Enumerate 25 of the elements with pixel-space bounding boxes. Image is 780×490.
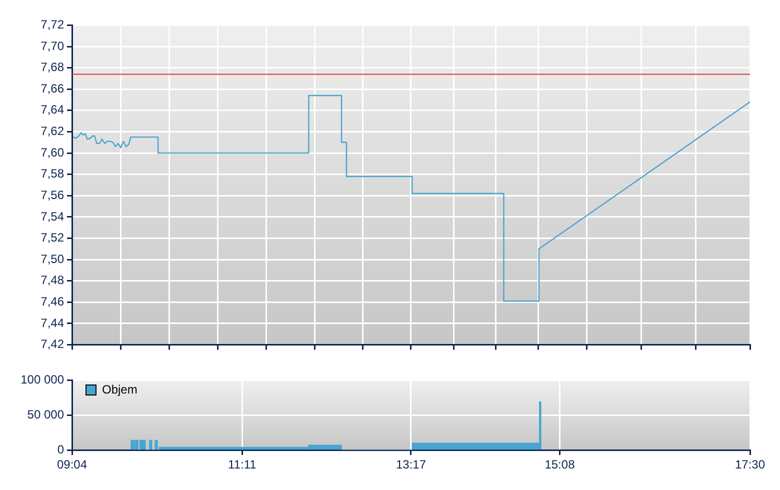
y-tick-label: 7,42 (40, 337, 64, 352)
y-tick-label: 7,52 (40, 230, 64, 245)
y-tick-label: 7,48 (40, 273, 64, 288)
y-tick-label: 7,54 (40, 209, 64, 224)
y-tick-label: 100 000 (20, 372, 64, 387)
y-tick-label: 7,46 (40, 294, 64, 308)
x-tick-label: 17:30 (734, 458, 766, 472)
y-tick-label: 7,56 (40, 188, 64, 202)
y-tick-label: 0 (57, 442, 64, 456)
x-tick-label: 11:11 (228, 458, 257, 472)
y-tick-label: 50 000 (27, 407, 64, 422)
y-tick-label: 7,66 (40, 81, 64, 96)
y-tick-label: 7,70 (40, 38, 64, 53)
y-tick-label: 7,44 (40, 316, 64, 330)
legend-label: Objem (102, 382, 138, 396)
x-tick-label: 09:04 (56, 458, 88, 472)
y-tick-label: 7,62 (40, 124, 64, 138)
y-tick-label: 7,72 (40, 18, 64, 32)
y-tick-label: 7,68 (40, 60, 64, 74)
y-tick-label: 7,60 (40, 145, 64, 160)
y-tick-label: 7,64 (40, 102, 64, 117)
x-tick-label: 15:08 (544, 458, 576, 472)
x-tick-label: 13:17 (396, 458, 426, 472)
y-tick-label: 7,50 (40, 252, 64, 266)
y-tick-label: 7,58 (40, 166, 64, 181)
